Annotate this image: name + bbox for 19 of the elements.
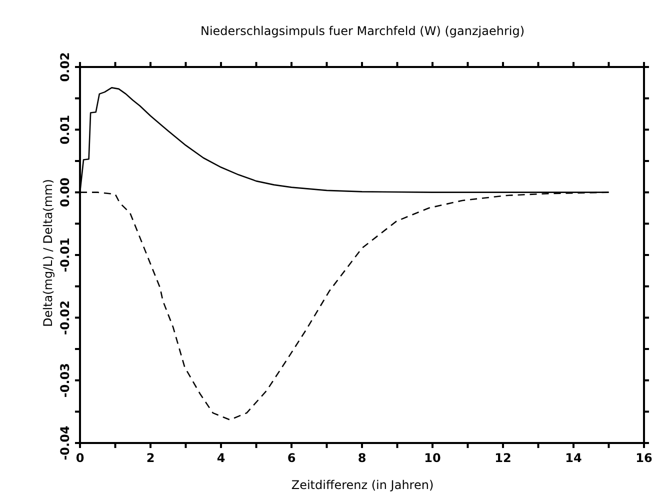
x-tick-label: 6 — [287, 451, 296, 465]
x-axis-title: Zeitdifferenz (in Jahren) — [290, 478, 435, 492]
x-tick-label: 12 — [494, 451, 512, 465]
y-tick-label: 0.02 — [58, 52, 72, 82]
x-tick-label: 16 — [636, 451, 652, 465]
x-tick-label: 10 — [424, 451, 441, 465]
x-tick-label: 0 — [76, 451, 84, 465]
y-axis-title: Delta(mg/L) / Delta(mm) — [41, 178, 55, 329]
y-tick-label: -0.01 — [58, 238, 72, 272]
y-tick-label: -0.02 — [58, 300, 72, 335]
x-tick-label: 4 — [216, 451, 226, 465]
x-tick-label: 8 — [358, 451, 366, 465]
y-tick-label: 0.01 — [58, 114, 72, 144]
x-tick-label: 14 — [565, 451, 582, 465]
y-tick-label: 0.00 — [58, 178, 72, 208]
chart-title: Niederschlagsimpuls fuer Marchfeld (W) (ganzjaehrig) — [199, 24, 526, 38]
y-tick-label: -0.04 — [58, 426, 72, 460]
x-tick-label: 2 — [146, 451, 155, 465]
y-tick-label: -0.03 — [58, 363, 72, 398]
